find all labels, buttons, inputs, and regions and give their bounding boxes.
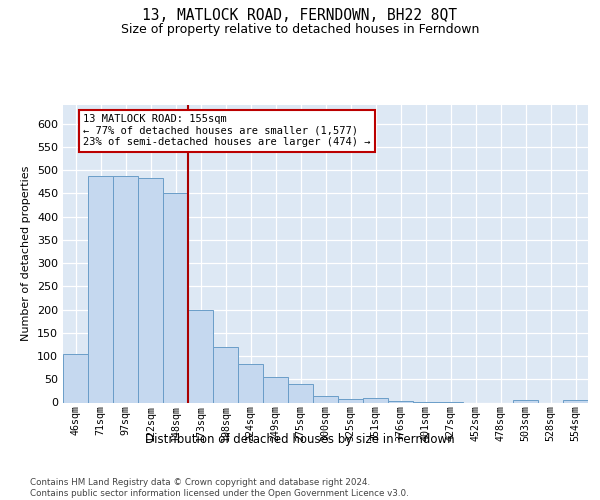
- Bar: [188, 310, 213, 402]
- Bar: [213, 346, 238, 403]
- Bar: [363, 398, 388, 402]
- Bar: [563, 400, 588, 402]
- Bar: [313, 396, 338, 402]
- Bar: [513, 400, 538, 402]
- Bar: [388, 401, 413, 402]
- Y-axis label: Number of detached properties: Number of detached properties: [22, 166, 31, 342]
- Bar: [238, 364, 263, 403]
- Text: 13, MATLOCK ROAD, FERNDOWN, BH22 8QT: 13, MATLOCK ROAD, FERNDOWN, BH22 8QT: [143, 8, 458, 22]
- Text: Distribution of detached houses by size in Ferndown: Distribution of detached houses by size …: [145, 432, 455, 446]
- Bar: [138, 178, 163, 402]
- Text: Contains HM Land Registry data © Crown copyright and database right 2024.
Contai: Contains HM Land Registry data © Crown c…: [30, 478, 409, 498]
- Bar: [288, 384, 313, 402]
- Text: Size of property relative to detached houses in Ferndown: Size of property relative to detached ho…: [121, 22, 479, 36]
- Bar: [63, 354, 88, 403]
- Bar: [338, 399, 363, 402]
- Text: 13 MATLOCK ROAD: 155sqm
← 77% of detached houses are smaller (1,577)
23% of semi: 13 MATLOCK ROAD: 155sqm ← 77% of detache…: [83, 114, 371, 148]
- Bar: [163, 194, 188, 402]
- Bar: [263, 377, 288, 402]
- Bar: [113, 176, 138, 402]
- Bar: [88, 176, 113, 402]
